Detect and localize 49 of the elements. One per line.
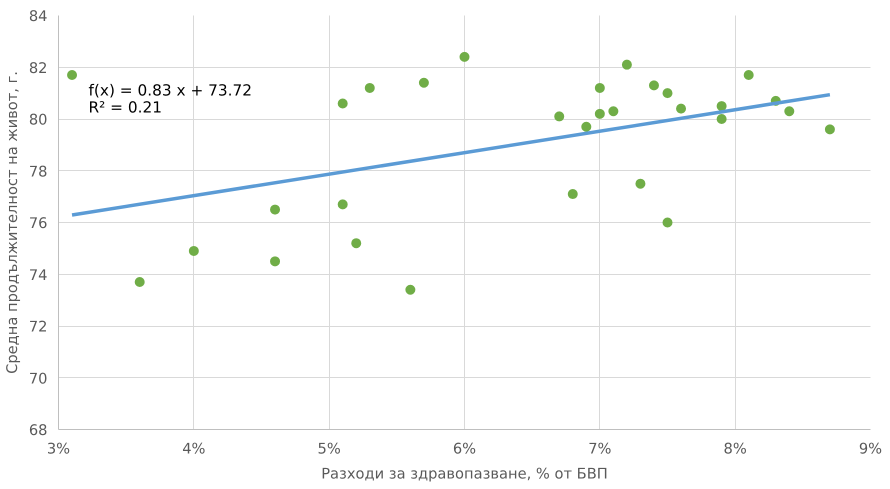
point [594,82,605,93]
point [364,82,375,93]
x-tick-label: 6% [452,440,476,458]
x-tick-label: 9% [858,440,882,458]
point [405,284,416,295]
point [188,246,199,256]
point [270,256,280,266]
y-tick-label: 74 [28,266,48,284]
y-tick-label: 80 [28,112,48,128]
point [662,218,672,228]
point [608,106,618,116]
point [744,70,754,80]
y-tick-label: 84 [28,8,48,25]
point [594,108,605,119]
point [338,98,348,108]
y-tick-label: 70 [28,370,48,388]
y-tick-label: 78 [28,163,48,180]
x-tick-label: 5% [318,440,341,458]
point [716,101,727,112]
y-axis-title: Средна продължителност на живот, г. [4,71,21,374]
point [622,60,632,70]
y-tick-label: 72 [28,318,48,336]
x-tick-label: 3% [46,440,70,458]
point [635,178,646,189]
y-tick-label: 68 [28,422,48,439]
point [554,111,564,122]
point [676,104,686,114]
point [134,277,145,288]
annotation: f(x) = 0.83 x + 73.72 [88,82,252,100]
point [581,122,592,132]
point [418,78,429,88]
point [67,70,78,80]
y-tick-label: 82 [28,60,48,77]
x-axis-title: Разходи за здравопазване, % от БВП [321,466,608,482]
point [338,199,348,210]
point [662,88,672,98]
point [270,204,280,215]
point [784,106,794,116]
point [824,124,835,134]
x-tick-label: 7% [588,440,612,458]
x-tick-label: 4% [182,440,206,458]
point [568,189,578,200]
x-tick-label: 8% [724,440,747,458]
point [351,238,362,248]
point [716,114,727,124]
point [648,80,659,90]
y-tick-label: 76 [28,215,48,232]
point [460,52,470,62]
annotation: R² = 0.21 [88,98,162,116]
